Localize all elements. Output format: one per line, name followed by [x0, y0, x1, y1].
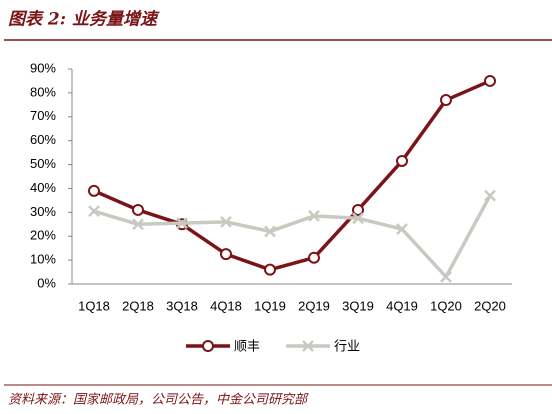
- data-point: [484, 74, 496, 87]
- x-tick-label: 3Q19: [342, 298, 374, 313]
- data-point: [88, 205, 100, 218]
- x-tick-label: 2Q19: [298, 298, 330, 313]
- data-point: [440, 94, 452, 107]
- y-tick-label: 40%: [30, 180, 56, 195]
- y-tick-label: 20%: [30, 228, 56, 243]
- data-point: [88, 184, 100, 197]
- data-point: [484, 189, 496, 202]
- data-point: [396, 223, 408, 235]
- x-tick-label: 3Q18: [166, 298, 198, 313]
- data-point: [132, 218, 144, 231]
- data-point: [308, 251, 320, 264]
- data-point: [220, 248, 232, 261]
- y-tick-label: 0%: [37, 275, 56, 290]
- data-point: [352, 212, 364, 225]
- data-point: [132, 203, 144, 216]
- data-point: [396, 154, 408, 167]
- y-tick-label: 70%: [30, 108, 56, 123]
- legend-marker: [202, 340, 214, 352]
- data-point: [352, 203, 364, 216]
- source-note: 资料来源：国家邮政局，公司公告，中金公司研究部: [8, 392, 309, 408]
- x-tick-label: 1Q19: [254, 298, 286, 313]
- x-tick-label: 4Q18: [210, 298, 242, 313]
- legend-label: 行业: [334, 338, 360, 353]
- series-line: [93, 194, 492, 279]
- data-point: [264, 225, 276, 238]
- y-tick-label: 60%: [30, 132, 56, 147]
- y-tick-label: 80%: [30, 84, 56, 99]
- x-tick-label: 4Q19: [386, 298, 418, 313]
- data-point: [308, 210, 320, 222]
- data-point: [176, 217, 188, 229]
- x-tick-label: 2Q20: [474, 298, 506, 313]
- x-tick-label: 2Q18: [122, 298, 154, 313]
- chart-title: 图表 2: 业务量增速: [8, 10, 160, 30]
- y-tick-label: 50%: [30, 156, 56, 171]
- series-line: [93, 79, 491, 272]
- data-point: [264, 263, 276, 276]
- data-point: [220, 216, 232, 228]
- legend-label: 顺丰: [234, 338, 260, 353]
- data-point: [440, 270, 452, 283]
- y-tick-label: 30%: [30, 204, 56, 219]
- y-tick-label: 10%: [30, 252, 56, 267]
- x-tick-label: 1Q20: [430, 298, 462, 313]
- y-tick-label: 90%: [30, 60, 56, 75]
- x-tick-label: 1Q18: [78, 298, 110, 313]
- legend-marker: [302, 340, 314, 352]
